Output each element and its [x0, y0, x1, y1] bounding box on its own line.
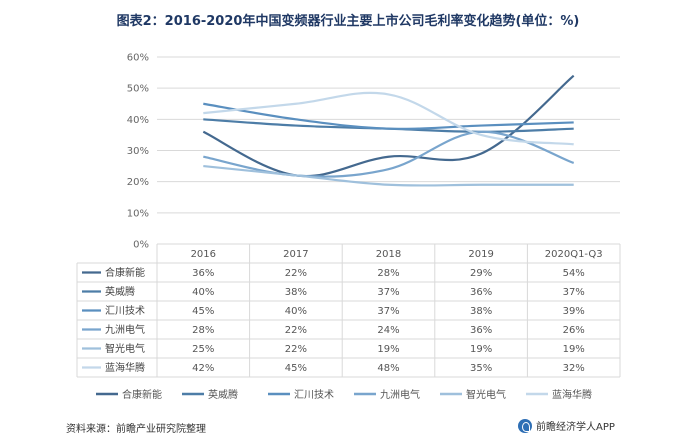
legend-entry: 智光电气	[466, 388, 506, 401]
series-line	[203, 164, 574, 187]
data-table: 2016 2017 2018 2019 2020Q1-Q3 合康新能 36% 22% 28% 29…	[76, 244, 621, 378]
series-line	[203, 130, 575, 178]
source-note: 资料来源：前瞻产业研究院整理	[66, 424, 206, 435]
x-tick-label: 2017	[283, 249, 308, 260]
series-line	[203, 118, 574, 133]
y-tick-label: 40%	[127, 115, 149, 126]
data-label: 32%	[563, 363, 585, 374]
y-tick-label: 60%	[127, 53, 149, 64]
legend-entry: 蓝海华腾	[552, 388, 592, 401]
y-tick-label: 10%	[127, 208, 149, 219]
data-label: 54%	[563, 268, 585, 279]
data-label: 22%	[285, 344, 307, 355]
table-row-label: 汇川技术	[105, 304, 145, 317]
chart-title: 图表2：2016-2020年中国变频器行业主要上市公司毛利率变化趋势(单位：%)	[116, 14, 580, 29]
y-tick-label: 50%	[127, 84, 149, 95]
data-label: 19%	[470, 344, 492, 355]
data-label: 48%	[377, 363, 399, 374]
data-label: 25%	[192, 344, 214, 355]
data-label: 42%	[192, 363, 214, 374]
y-tick-label: 30%	[127, 146, 149, 157]
x-tick-label: 2016	[191, 249, 216, 260]
data-label: 38%	[470, 306, 492, 317]
data-label: 36%	[192, 268, 214, 279]
data-label: 28%	[377, 268, 399, 279]
table-row-label: 智光电气	[105, 342, 145, 355]
table-row-label: 合康新能	[105, 266, 145, 279]
data-label: 37%	[377, 306, 399, 317]
data-label: 24%	[377, 325, 399, 336]
data-label: 22%	[285, 268, 307, 279]
data-label: 40%	[285, 306, 307, 317]
qianzhan-logo-icon	[518, 418, 532, 433]
data-label: 37%	[377, 287, 399, 298]
y-tick-label: 0%	[133, 240, 149, 251]
y-tick-label: 20%	[127, 177, 149, 188]
chart-legend: 合康新能 英威腾 汇川技术 九洲电气 智光电气 蓝海华腾	[96, 388, 592, 401]
data-label: 45%	[285, 363, 307, 374]
series-line	[203, 102, 574, 130]
chart-grid	[157, 56, 620, 245]
table-row-label: 英威腾	[105, 285, 135, 298]
data-label: 26%	[563, 325, 585, 336]
series-line	[203, 91, 574, 146]
table-row-label: 蓝海华腾	[105, 361, 145, 374]
data-label: 38%	[285, 287, 307, 298]
data-label: 19%	[377, 344, 399, 355]
x-tick-label: 2020Q1-Q3	[545, 249, 603, 260]
data-label: 19%	[563, 344, 585, 355]
legend-entry: 九洲电气	[380, 388, 420, 401]
data-label: 28%	[192, 325, 214, 336]
x-tick-label: 2018	[376, 249, 401, 260]
x-tick-label: 2019	[468, 249, 493, 260]
data-label: 22%	[285, 325, 307, 336]
series-line	[202, 74, 575, 178]
data-label: 35%	[470, 363, 492, 374]
data-label: 45%	[192, 306, 214, 317]
data-label: 29%	[470, 268, 492, 279]
legend-entry: 合康新能	[122, 388, 162, 401]
data-label: 36%	[470, 287, 492, 298]
data-label: 36%	[470, 325, 492, 336]
brand-label: 前瞻经济学人APP	[536, 422, 615, 433]
brand-mark: 前瞻经济学人APP	[518, 418, 615, 433]
data-label: 39%	[563, 306, 585, 317]
table-row-label: 九洲电气	[105, 323, 145, 336]
legend-entry: 汇川技术	[294, 388, 334, 401]
y-axis: 0% 10% 20% 30% 40% 50% 60%	[127, 53, 149, 251]
data-label: 40%	[192, 287, 214, 298]
data-label: 37%	[563, 287, 585, 298]
series-lines	[202, 74, 575, 187]
legend-entry: 英威腾	[208, 388, 238, 401]
